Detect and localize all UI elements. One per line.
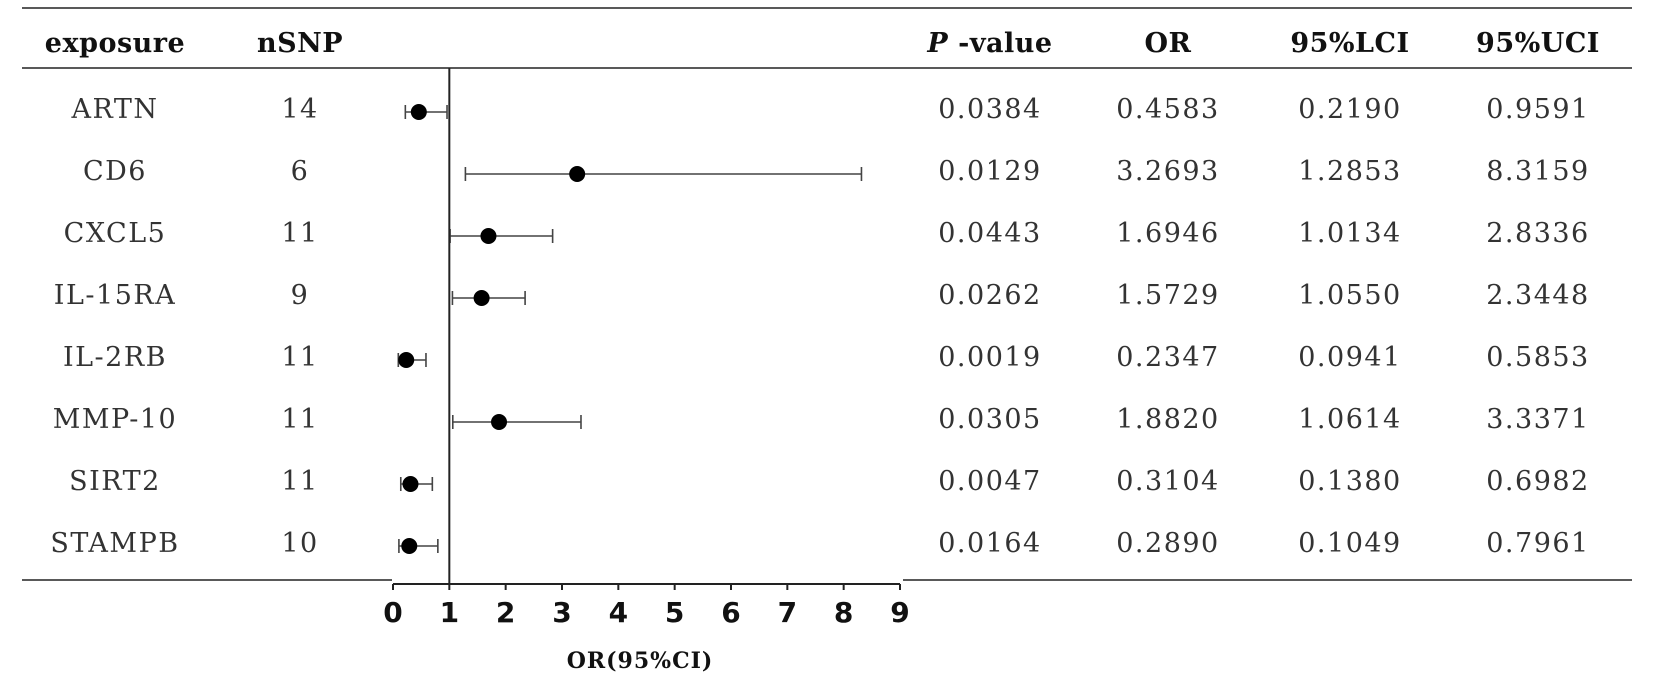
cell-uci: 2.3448 [1486, 280, 1589, 311]
cell-pvalue: 0.0019 [938, 342, 1041, 373]
cell-uci: 0.5853 [1486, 342, 1589, 373]
cell-exposure: CD6 [83, 156, 147, 187]
table-row: MMP-10 11 0.0305 1.8820 1.0614 3.3371 [53, 404, 1589, 435]
cell-uci: 0.9591 [1486, 94, 1589, 125]
cell-exposure: MMP-10 [53, 404, 177, 435]
cell-pvalue: 0.0262 [938, 280, 1041, 311]
cell-exposure: IL-2RB [63, 342, 167, 373]
header-exposure: exposure [45, 28, 185, 59]
x-tick-label: 5 [665, 596, 684, 629]
cell-uci: 3.3371 [1486, 404, 1589, 435]
cell-or: 0.2347 [1116, 342, 1219, 373]
or-point [569, 166, 586, 182]
cell-nsnp: 9 [291, 280, 310, 311]
cell-uci: 2.8336 [1486, 218, 1589, 249]
cell-or: 1.5729 [1116, 280, 1219, 311]
or-point [402, 476, 419, 492]
header-pvalue: P -value [926, 28, 1052, 59]
table-row: CD6 6 0.0129 3.2693 1.2853 8.3159 [83, 156, 1589, 187]
table-row: CXCL5 11 0.0443 1.6946 1.0134 2.8336 [64, 218, 1589, 249]
x-tick-label: 2 [496, 596, 515, 629]
cell-lci: 1.0134 [1298, 218, 1401, 249]
table-row: STAMPB 10 0.0164 0.2890 0.1049 0.7961 [50, 528, 1589, 559]
cell-or: 3.2693 [1116, 156, 1219, 187]
cell-nsnp: 11 [281, 342, 318, 373]
or-point [480, 228, 497, 244]
cell-or: 0.2890 [1116, 528, 1219, 559]
or-point [491, 414, 508, 430]
x-tick-label: 7 [778, 596, 797, 629]
cell-pvalue: 0.0384 [938, 94, 1041, 125]
x-tick-label: 6 [721, 596, 740, 629]
cell-pvalue: 0.0047 [938, 466, 1041, 497]
cell-or: 0.3104 [1116, 466, 1219, 497]
cell-nsnp: 11 [281, 466, 318, 497]
cell-pvalue: 0.0305 [938, 404, 1041, 435]
x-tick-label: 1 [440, 596, 459, 629]
header-pvalue-rest: -value [948, 28, 1052, 59]
cell-uci: 0.7961 [1486, 528, 1589, 559]
table-row: SIRT2 11 0.0047 0.3104 0.1380 0.6982 [69, 466, 1589, 497]
table-row: IL-15RA 9 0.0262 1.5729 1.0550 2.3448 [54, 280, 1589, 311]
or-point [473, 290, 490, 306]
header-lci: 95%LCI [1290, 28, 1409, 59]
or-point [410, 104, 427, 120]
cell-pvalue: 0.0164 [938, 528, 1041, 559]
x-axis-ticks: 0 1 2 3 4 5 6 7 8 9 [383, 584, 910, 629]
cell-exposure: CXCL5 [64, 218, 167, 249]
cell-lci: 1.0614 [1298, 404, 1401, 435]
x-axis-label: OR(95%CI) [567, 648, 714, 674]
header-uci: 95%UCI [1476, 28, 1600, 59]
x-tick-label: 8 [834, 596, 853, 629]
cell-lci: 1.0550 [1298, 280, 1401, 311]
x-tick-label: 9 [890, 596, 909, 629]
cell-lci: 0.0941 [1298, 342, 1401, 373]
header-or: OR [1145, 28, 1192, 59]
cell-nsnp: 14 [281, 94, 318, 125]
table-row: IL-2RB 11 0.0019 0.2347 0.0941 0.5853 [63, 342, 1589, 373]
cell-pvalue: 0.0443 [938, 218, 1041, 249]
cell-or: 1.6946 [1116, 218, 1219, 249]
cell-lci: 1.2853 [1298, 156, 1401, 187]
or-point [398, 352, 415, 368]
cell-lci: 0.1049 [1298, 528, 1401, 559]
cell-pvalue: 0.0129 [938, 156, 1041, 187]
cell-exposure: SIRT2 [69, 466, 161, 497]
table-rows: ARTN 14 0.0384 0.4583 0.2190 0.9591 CD6 6 0.0129… [50, 94, 1589, 559]
table-row: ARTN 14 0.0384 0.4583 0.2190 0.9591 [71, 94, 1589, 125]
x-tick-label: 3 [552, 596, 571, 629]
or-point [401, 538, 418, 554]
cell-exposure: IL-15RA [54, 280, 176, 311]
cell-lci: 0.1380 [1298, 466, 1401, 497]
cell-or: 0.4583 [1116, 94, 1219, 125]
cell-exposure: STAMPB [50, 528, 179, 559]
cell-uci: 0.6982 [1486, 466, 1589, 497]
cell-uci: 8.3159 [1486, 156, 1589, 187]
header-nsnp: nSNP [257, 28, 343, 59]
cell-lci: 0.2190 [1298, 94, 1401, 125]
cell-nsnp: 11 [281, 218, 318, 249]
cell-nsnp: 10 [281, 528, 318, 559]
cell-or: 1.8820 [1116, 404, 1219, 435]
header-pvalue-italic: P [926, 28, 948, 59]
x-tick-label: 0 [383, 596, 402, 629]
cell-nsnp: 6 [291, 156, 310, 187]
cell-nsnp: 11 [281, 404, 318, 435]
x-tick-label: 4 [609, 596, 628, 629]
cell-exposure: ARTN [71, 94, 159, 125]
